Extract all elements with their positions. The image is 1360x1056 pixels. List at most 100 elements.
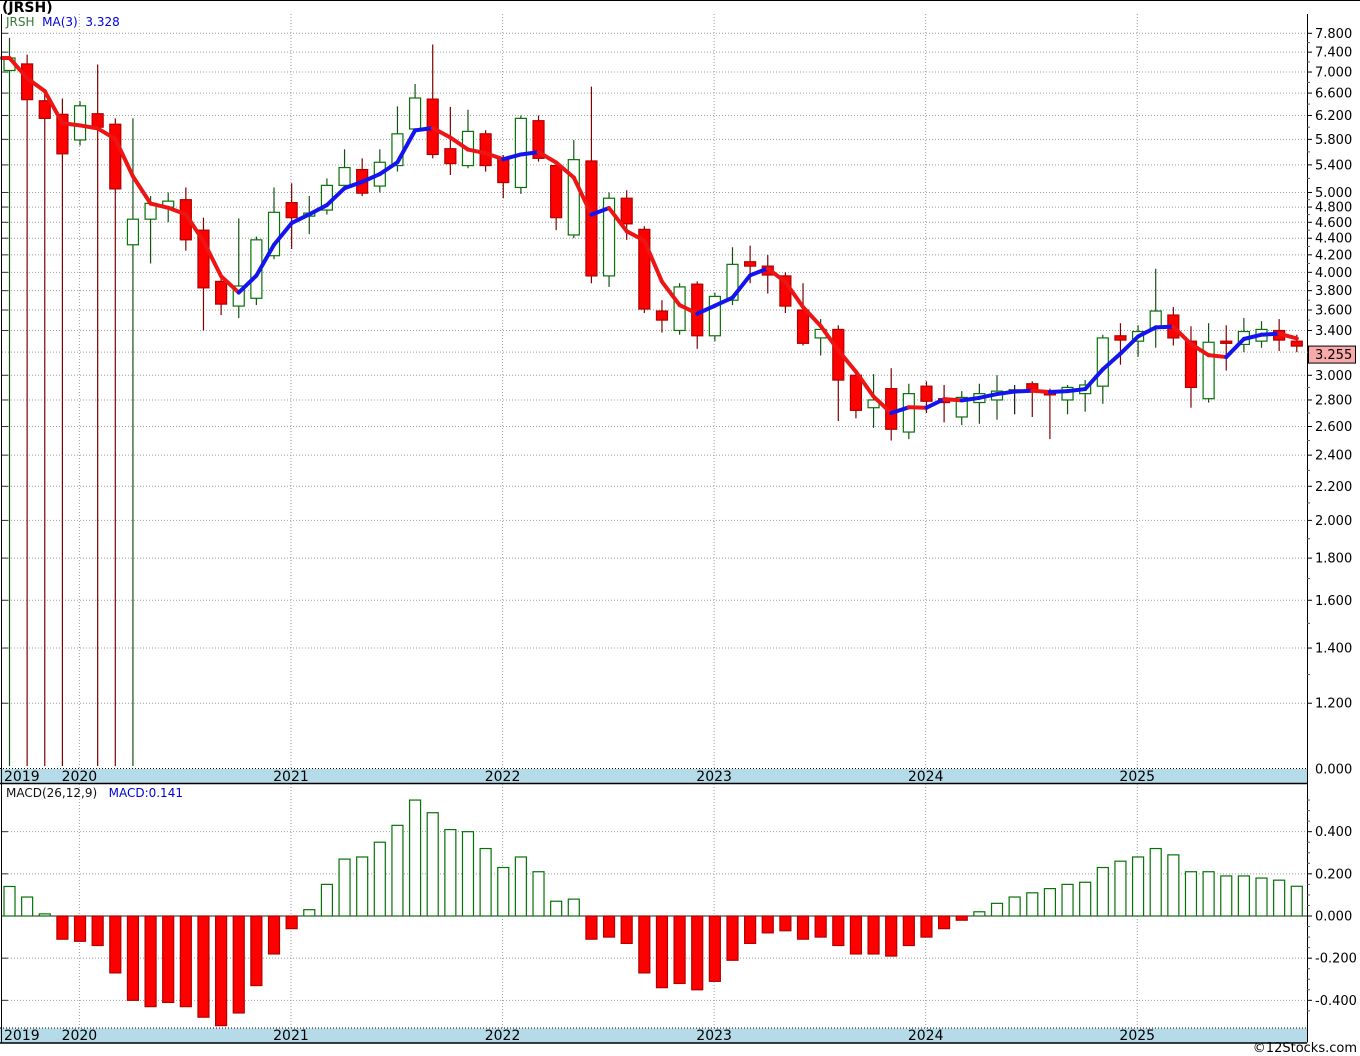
macd-bar-negative (814, 915, 827, 938)
candle-body (1061, 386, 1074, 401)
page-title: (JRSH) (2, 0, 53, 16)
price-tick-label: 5.000 (1315, 186, 1352, 201)
ma3-line-segment (642, 238, 664, 284)
candle-body (638, 228, 651, 310)
ma3-line-segment (1030, 388, 1052, 394)
ma3-line-segment (448, 135, 470, 152)
candle-body (849, 374, 863, 411)
macd-bar-positive (550, 900, 563, 917)
price-tick-label: 1.800 (1315, 552, 1352, 567)
year-label: 2022 (485, 769, 521, 785)
macd-bar-positive (1131, 856, 1145, 917)
macd-bar-positive (1079, 881, 1092, 917)
candle-body (1184, 340, 1198, 389)
price-tick-label: 2.800 (1315, 393, 1352, 408)
candle-body (1096, 337, 1109, 387)
price-tick-label: 2.000 (1315, 514, 1352, 529)
ma3-line-segment (1118, 334, 1141, 356)
ma3-line-segment (1188, 342, 1211, 358)
ma3-line-segment (1224, 337, 1246, 360)
macd-bar-negative (708, 915, 721, 982)
price-tick-label: 3.600 (1315, 304, 1352, 319)
ma3-line-segment (518, 150, 541, 157)
candle-body (38, 100, 51, 119)
macd-bar-positive (303, 909, 316, 917)
ma3-line-segment (942, 397, 964, 403)
candle-body (109, 123, 122, 190)
candle-body (56, 113, 69, 155)
year-label: 2024 (908, 769, 944, 785)
macd-bar-positive (1008, 896, 1021, 917)
ma3-line-segment (536, 150, 559, 165)
price-tick-label: 3.400 (1315, 324, 1352, 339)
year-label: 2025 (1119, 769, 1155, 785)
candle-body (920, 385, 933, 402)
candle-body (444, 148, 457, 165)
price-tick-label: 7.400 (1315, 46, 1352, 61)
candle-body (955, 396, 968, 418)
macd-legend: MACD(26,12,9) MACD:0.141 (6, 786, 183, 800)
year-label: 2019 (4, 1028, 40, 1044)
macd-bar-positive (1255, 877, 1268, 917)
legend-ma-value: 3.328 (85, 15, 120, 29)
macd-bar-negative (267, 915, 281, 955)
macd-bar-negative (655, 915, 669, 989)
price-tick-label: 2.600 (1315, 420, 1352, 435)
macd-bar-negative (126, 915, 140, 1001)
macd-bar-negative (91, 915, 104, 947)
ma3-line-segment (95, 126, 118, 141)
macd-bar-negative (215, 915, 228, 1027)
year-label: 2019 (4, 769, 40, 785)
ma3-line-segment (695, 303, 717, 316)
candle-body (796, 309, 810, 344)
x-axis-band (0, 769, 1307, 783)
candle-body (655, 310, 669, 321)
macd-tick-label: -0.200 (1315, 952, 1357, 967)
ma3-line-segment (589, 206, 612, 217)
ma3-line-segment (483, 151, 506, 162)
ma3-line-segment (25, 76, 47, 94)
macd-bar-positive (320, 883, 334, 917)
watermark: ©12Stocks.com (1252, 1041, 1357, 1056)
legend-symbol: JRSH (6, 15, 35, 29)
macd-bar-negative (250, 915, 263, 987)
ma3-line-segment (272, 221, 294, 247)
price-tick-label: 3.000 (1315, 369, 1352, 384)
macd-bar-positive (1273, 879, 1286, 917)
macd-bar-negative (938, 915, 951, 930)
macd-bar-negative (73, 915, 87, 942)
candle-body (1114, 335, 1127, 341)
macd-bar-positive (1149, 847, 1162, 917)
candle-body (126, 218, 140, 246)
ma3-line-segment (554, 160, 576, 180)
ma3-line-segment (465, 147, 488, 156)
year-label: 2023 (696, 769, 732, 785)
ma3-line-segment (113, 136, 135, 179)
ma3-line-segment (871, 394, 894, 415)
macd-bar-positive (21, 896, 34, 917)
candle-body (1220, 340, 1233, 344)
ma3-line-segment (395, 128, 418, 165)
candle-body (585, 160, 598, 277)
macd-bar-positive (38, 913, 51, 917)
macd-bar-positive (338, 858, 351, 917)
macd-tick-label: 0.200 (1315, 867, 1352, 882)
price-tick-label: 7.800 (1315, 27, 1352, 42)
candle-body (726, 263, 739, 301)
year-label: 2020 (62, 1028, 98, 1044)
macd-bar-negative (849, 915, 863, 955)
macd-legend-params: MACD(26,12,9) (6, 786, 98, 800)
candle-body (408, 97, 422, 130)
candle-body (708, 295, 721, 337)
x-axis-band-bottom (0, 1028, 1307, 1043)
macd-bar-negative (902, 915, 915, 947)
ma3-line-segment (201, 239, 224, 279)
candle-body (215, 280, 228, 305)
macd-bar-positive (514, 856, 527, 917)
year-label: 2021 (273, 769, 309, 785)
candle-body (550, 164, 563, 219)
macd-bar-positive (1026, 892, 1039, 917)
ma3-line-segment (377, 160, 400, 177)
